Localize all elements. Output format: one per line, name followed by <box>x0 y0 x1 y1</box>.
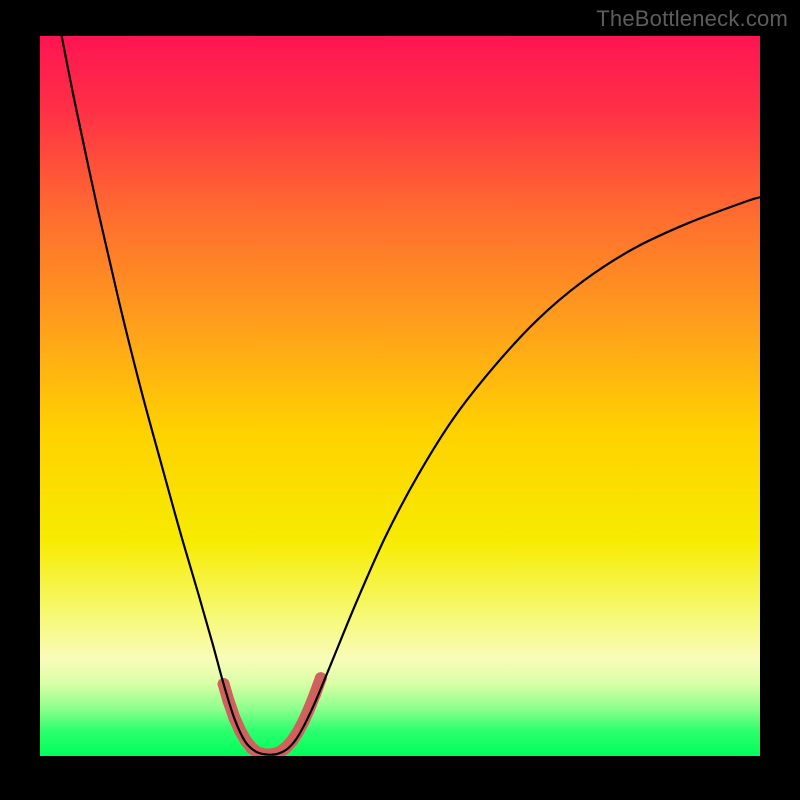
plot-area <box>40 36 760 756</box>
chart-svg <box>40 36 760 756</box>
chart-frame: TheBottleneck.com <box>0 0 800 800</box>
watermark-text: TheBottleneck.com <box>596 6 788 32</box>
gradient-background <box>40 36 760 756</box>
